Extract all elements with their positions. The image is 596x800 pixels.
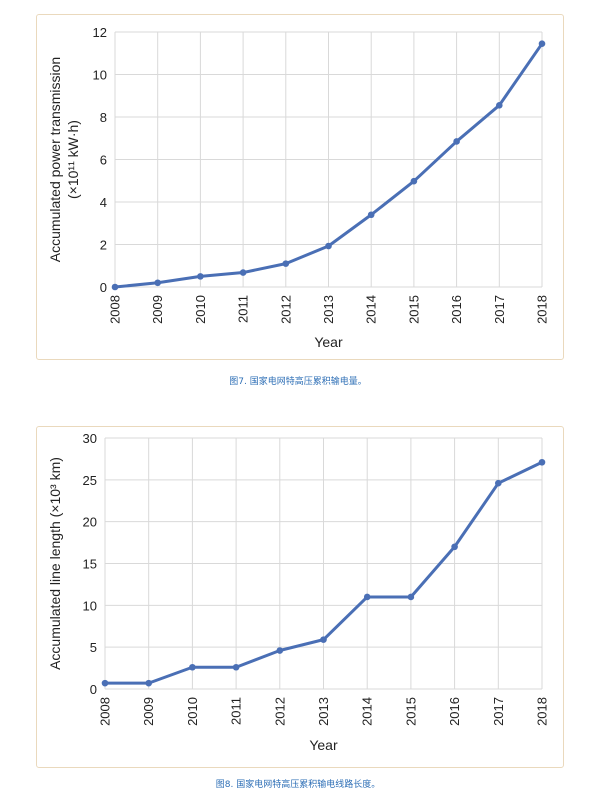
data-point [145, 679, 152, 687]
y-tick-label: 0 [90, 682, 97, 697]
x-axis-title: Year [309, 737, 338, 753]
data-point [496, 102, 503, 109]
data-point [363, 593, 371, 601]
y-tick-label: 20 [83, 515, 97, 530]
x-tick-label: 2009 [150, 295, 165, 324]
data-point [538, 458, 546, 466]
x-tick-label: 2012 [278, 295, 293, 324]
y-tick-label: 10 [93, 68, 107, 83]
x-tick-label: 2015 [406, 295, 421, 324]
data-point [197, 273, 204, 280]
data-point [325, 242, 332, 250]
chart-frame-2 [36, 426, 564, 768]
y-tick-label: 25 [83, 473, 97, 488]
x-tick-label: 2014 [360, 697, 375, 726]
y-tick-label: 6 [100, 153, 107, 168]
x-tick-label: 2014 [364, 295, 379, 324]
y-tick-label: 4 [100, 195, 107, 210]
x-tick-label: 2010 [185, 697, 200, 726]
data-point [111, 283, 119, 291]
data-point [276, 647, 284, 654]
y-axis-title: Accumulated line length (×10³ km) [47, 457, 63, 670]
x-axis-title: Year [314, 334, 343, 350]
y-tick-label: 5 [90, 640, 97, 655]
y-axis-title-line2: (×10¹¹ kW·h) [65, 120, 81, 199]
x-tick-label: 2015 [403, 697, 418, 726]
data-point [282, 260, 290, 267]
data-point [538, 40, 546, 47]
y-tick-label: 8 [100, 110, 107, 125]
data-point [189, 663, 196, 671]
x-tick-label: 2013 [321, 295, 336, 324]
y-tick-label: 0 [100, 280, 107, 295]
figure-caption-1: 图7. 国家电网特高压累积输电量。 [229, 377, 367, 387]
data-point [101, 679, 109, 687]
y-tick-label: 12 [93, 25, 107, 40]
y-axis-title: Accumulated power transmission [47, 57, 63, 262]
data-point [239, 269, 247, 276]
x-tick-label: 2011 [236, 295, 251, 323]
x-tick-label: 2016 [449, 295, 464, 324]
figure-caption-2: 图8. 国家电网特高压累积输电线路长度。 [215, 780, 381, 790]
x-tick-label: 2008 [98, 697, 113, 726]
data-point [495, 479, 502, 487]
data-point [367, 211, 375, 219]
x-tick-label: 2010 [193, 295, 208, 324]
x-tick-label: 2016 [447, 697, 462, 726]
y-tick-label: 10 [83, 598, 97, 613]
x-tick-label: 2012 [272, 697, 287, 726]
data-point [232, 663, 240, 671]
chart-power-transmission: 0 2 4 6 8 10 12 2008 2009 2010 2011 2012 2013 2014 201… [47, 25, 550, 350]
x-tick-label: 2018 [535, 697, 550, 726]
y-tick-label: 15 [83, 557, 97, 572]
x-tick-label: 2009 [141, 697, 156, 726]
y-tick-label: 2 [100, 238, 107, 253]
x-tick-label: 2018 [535, 295, 550, 324]
data-point [407, 593, 415, 601]
x-tick-label: 2013 [316, 697, 331, 726]
x-tick-label: 2017 [491, 697, 506, 726]
data-point [451, 543, 458, 551]
x-tick-label: 2017 [492, 295, 507, 324]
chart-frame-1 [36, 14, 564, 360]
data-point [453, 138, 460, 145]
data-point [410, 177, 418, 185]
y-tick-label: 30 [83, 431, 97, 446]
x-tick-label: 2008 [108, 295, 123, 324]
data-point [154, 279, 161, 287]
x-tick-label: 2011 [229, 697, 244, 725]
data-point [320, 636, 327, 643]
